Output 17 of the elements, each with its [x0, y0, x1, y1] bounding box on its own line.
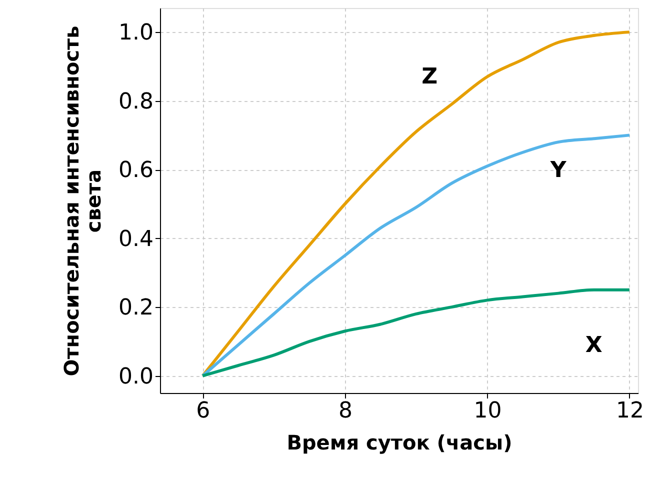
- series-label: Y: [549, 158, 568, 184]
- series-label: Z: [422, 64, 438, 90]
- y-tick-label: 0.2: [118, 296, 154, 321]
- x-axis-title: Время суток (часы): [286, 430, 512, 454]
- x-tick-label: 10: [474, 398, 502, 424]
- x-tick-label: 6: [196, 398, 210, 424]
- line-series: [201, 134, 631, 378]
- series-label: X: [585, 332, 602, 358]
- y-axis-title: Относительная интенсивность света: [60, 26, 106, 376]
- line-series: [201, 288, 631, 378]
- y-tick-label: 0.8: [118, 89, 154, 114]
- x-tick-label: 12: [616, 398, 644, 424]
- y-tick-label: 0.4: [118, 226, 154, 252]
- y-tick-label: 1.0: [118, 20, 154, 46]
- x-tick-label: 8: [338, 398, 352, 424]
- y-tick-label: 0.6: [118, 158, 154, 184]
- y-tick-label: 0.0: [118, 364, 154, 390]
